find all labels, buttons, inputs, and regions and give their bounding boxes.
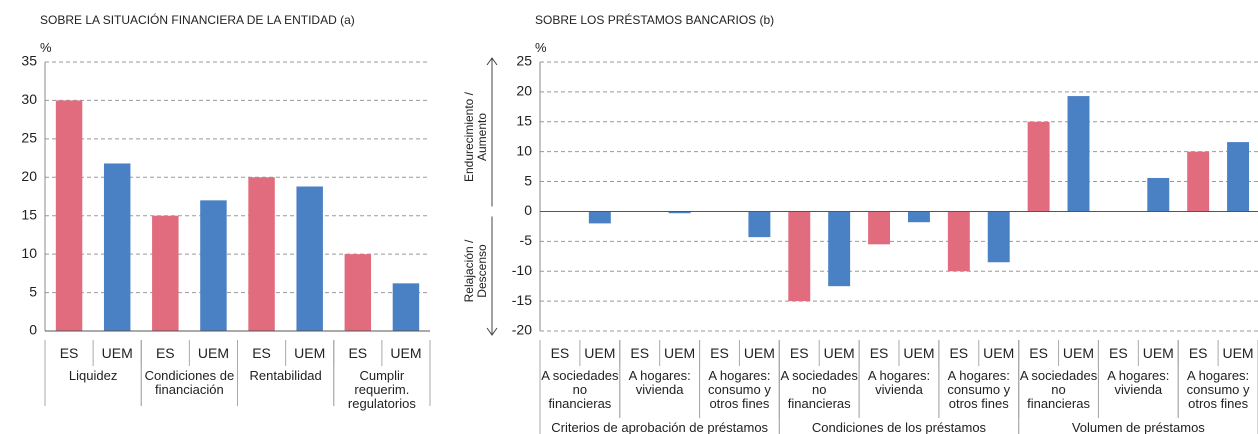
axis-label-down: Relajación / Descenso (462, 239, 489, 303)
y-tick-label: 15 (516, 112, 532, 128)
bar (1147, 177, 1170, 212)
x-tick-label: UEM (197, 345, 229, 361)
x-tick-label: UEM (584, 345, 616, 361)
y-tick-label: 0 (29, 322, 37, 338)
group-label: Criterios de aprobación de préstamos (551, 420, 769, 434)
y-tick-label: 30 (21, 91, 37, 107)
bar (344, 254, 372, 331)
x-tick-label: UEM (743, 345, 775, 361)
bar (907, 211, 930, 223)
bar (103, 163, 131, 331)
bar (1227, 142, 1250, 212)
group-label: Liquidez (68, 368, 118, 383)
x-tick-label: ES (348, 345, 368, 361)
y-tick-label: -10 (512, 262, 532, 278)
group-label: Volumen de préstamos (1071, 420, 1205, 434)
x-tick-label: ES (59, 345, 79, 361)
x-tick-label: UEM (294, 345, 326, 361)
chart-title: SOBRE LOS PRÉSTAMOS BANCARIOS (b) (535, 13, 775, 27)
group-label: Cumplir requerim. regulatorios (347, 368, 416, 411)
x-tick-label: ES (1188, 345, 1208, 361)
bar (152, 215, 179, 331)
y-tick-label: 0 (524, 202, 532, 218)
bar (748, 211, 771, 238)
bar (668, 211, 691, 214)
group-label: A sociedades no financieras (541, 368, 619, 411)
group-label: A hogares: vivienda (628, 368, 691, 397)
x-tick-label: ES (949, 345, 969, 361)
y-unit: % (535, 40, 547, 55)
bar (947, 211, 970, 272)
x-tick-label: ES (869, 345, 889, 361)
y-tick-label: 10 (516, 142, 532, 158)
group-label: Rentabilidad (249, 368, 322, 383)
group-label: Condiciones de los préstamos (811, 420, 987, 434)
x-tick-label: UEM (983, 345, 1015, 361)
group-label: A sociedades no financieras (780, 368, 858, 411)
arrow-head (486, 327, 498, 336)
bar (1067, 96, 1090, 212)
y-tick-label: 10 (21, 245, 37, 261)
y-tick-label: -20 (512, 322, 532, 338)
bar (828, 211, 851, 287)
group-label: A hogares: vivienda (1107, 368, 1170, 397)
y-tick-label: 35 (21, 53, 37, 69)
x-tick-label: UEM (101, 345, 133, 361)
x-tick-label: ES (710, 345, 729, 361)
x-tick-label: ES (550, 345, 570, 361)
arrow-head (486, 57, 498, 66)
bar (1027, 121, 1050, 212)
bar (788, 211, 811, 302)
y-unit: % (40, 40, 52, 55)
group-label: A hogares: consumo y otros fines (947, 368, 1011, 411)
y-tick-label: -15 (512, 292, 532, 308)
x-tick-label: ES (1109, 345, 1128, 361)
y-tick-label: 15 (21, 206, 37, 222)
bar (296, 186, 323, 331)
bar (868, 211, 891, 245)
bar (248, 177, 275, 331)
group-label: A sociedades no financieras (1019, 368, 1098, 411)
bar (392, 283, 420, 331)
x-tick-label: ES (1029, 345, 1048, 361)
bar (200, 200, 227, 331)
x-tick-label: UEM (903, 345, 935, 361)
bar (987, 211, 1010, 263)
x-tick-label: UEM (390, 345, 422, 361)
x-tick-label: ES (252, 345, 271, 361)
axis-label-up: Endurecimiento / Aumento (462, 91, 489, 182)
y-tick-label: -5 (520, 232, 533, 248)
x-tick-label: UEM (1222, 345, 1254, 361)
y-tick-label: 25 (21, 130, 37, 146)
group-label: A hogares: consumo y otros fines (1186, 368, 1250, 411)
x-tick-label: UEM (823, 345, 855, 361)
chart-title: SOBRE LA SITUACIÓN FINANCIERA DE LA ENTI… (40, 13, 355, 27)
y-tick-label: 20 (516, 83, 532, 99)
y-tick-label: 5 (29, 283, 37, 299)
y-tick-label: 20 (21, 168, 37, 184)
y-tick-label: 5 (524, 172, 532, 188)
group-label: A hogares: consumo y otros fines (707, 368, 771, 411)
x-tick-label: ES (789, 345, 809, 361)
bar (55, 100, 83, 331)
x-tick-label: UEM (1062, 345, 1095, 361)
x-tick-label: ES (155, 345, 175, 361)
bar (588, 211, 611, 224)
x-tick-label: UEM (664, 345, 696, 361)
y-tick-label: 25 (516, 53, 532, 69)
x-tick-label: UEM (1142, 345, 1174, 361)
bar (1187, 151, 1210, 212)
x-tick-label: ES (630, 345, 650, 361)
group-label: Condiciones de financiación (144, 368, 235, 397)
group-label: A hogares: vivienda (867, 368, 931, 397)
